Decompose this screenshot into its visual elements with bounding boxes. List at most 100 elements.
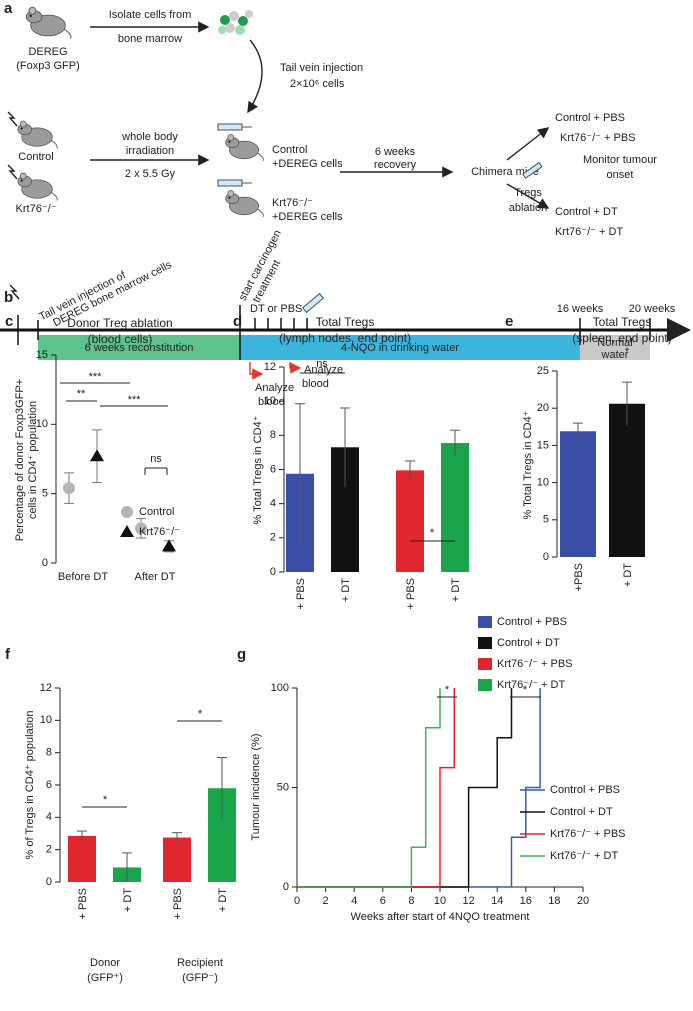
y-tick-label: 12 bbox=[264, 361, 276, 373]
x-tick-label: 8 bbox=[408, 895, 414, 907]
timeline-ticks bbox=[17, 305, 651, 360]
label: 20 weeks bbox=[629, 303, 676, 315]
legend-label: Krt76⁻/⁻ + DT bbox=[497, 679, 565, 691]
x-tick-label: Before DT bbox=[58, 571, 108, 583]
label: Control bbox=[18, 151, 53, 163]
chart-subtitle: (blood cells) bbox=[88, 332, 153, 346]
y-axis-label: % of Tregs in CD4⁺ population bbox=[24, 711, 36, 860]
group-label: (GFP⁻) bbox=[182, 972, 218, 984]
y-tick-label: 10 bbox=[40, 714, 52, 726]
y-tick-label: 6 bbox=[46, 779, 52, 791]
label: Control + PBS bbox=[555, 112, 625, 124]
syringe-icon bbox=[217, 179, 252, 187]
x-tick-label: 10 bbox=[434, 895, 446, 907]
y-axis-label: % Total Tregs in CD4⁺ bbox=[252, 415, 264, 524]
mouse-icon bbox=[17, 172, 58, 202]
x-tick-label: + PBS bbox=[405, 578, 417, 610]
line bbox=[297, 688, 441, 888]
y-tick-label: 20 bbox=[537, 402, 549, 414]
legend-label: Krt76⁻/⁻ + PBS bbox=[497, 658, 573, 670]
label: Krt76⁻/⁻ bbox=[16, 203, 57, 215]
y-tick-label: 2 bbox=[270, 532, 276, 544]
legend-label: Krt76⁻/⁻ bbox=[139, 526, 180, 538]
phase-bar bbox=[580, 335, 650, 360]
y-tick-label: 10 bbox=[537, 477, 549, 489]
y-tick-label: 25 bbox=[537, 365, 549, 377]
y-tick-label: 50 bbox=[277, 781, 289, 793]
label: ablation bbox=[509, 202, 548, 214]
legend-label: Control + PBS bbox=[497, 616, 567, 628]
legend-label: Control + DT bbox=[497, 637, 560, 649]
legend-label: Control + PBS bbox=[550, 784, 620, 796]
chart-title: Donor Treg ablation bbox=[67, 316, 172, 330]
y-tick-label: 5 bbox=[543, 514, 549, 526]
label: Monitor tumour bbox=[583, 154, 657, 166]
legend-swatch bbox=[478, 637, 492, 649]
bar bbox=[163, 837, 191, 882]
label: 6 weeks reconstitution bbox=[85, 342, 194, 354]
y-tick-label: 0 bbox=[543, 551, 549, 563]
legend-swatch bbox=[478, 658, 492, 670]
y-tick-label: 6 bbox=[270, 463, 276, 475]
label: Control + DT bbox=[555, 206, 618, 218]
arrow bbox=[247, 39, 263, 114]
label: 2×10⁶ cells bbox=[290, 78, 345, 90]
y-axis-label: Tumour incidence (%) bbox=[250, 733, 262, 840]
label: recovery bbox=[374, 159, 417, 171]
bar bbox=[441, 443, 469, 572]
radiation-icon bbox=[7, 111, 18, 127]
legend-label: Krt76⁻/⁻ + PBS bbox=[550, 828, 626, 840]
syringe-icon bbox=[217, 123, 252, 131]
y-tick-label: 10 bbox=[264, 395, 276, 407]
chart-title: Total Tregs bbox=[593, 315, 652, 329]
label: DT or PBS bbox=[250, 303, 302, 315]
line bbox=[297, 688, 513, 888]
mouse-icon bbox=[225, 133, 264, 162]
label: bone marrow bbox=[118, 33, 182, 45]
x-tick-label: After DT bbox=[135, 571, 176, 583]
line bbox=[297, 688, 456, 888]
chart-subtitle: (lymph nodes, end point) bbox=[279, 331, 411, 345]
y-tick-label: 0 bbox=[270, 566, 276, 578]
label: (Foxp3 GFP) bbox=[16, 60, 80, 72]
x-tick-label: 2 bbox=[323, 895, 329, 907]
significance-label: * bbox=[445, 684, 450, 696]
label: Chimera mice bbox=[471, 166, 539, 178]
label: Normal bbox=[597, 337, 632, 349]
significance-label: ** bbox=[77, 388, 86, 400]
arrow bbox=[249, 362, 264, 380]
y-tick-label: 8 bbox=[270, 429, 276, 441]
x-tick-label: 14 bbox=[491, 895, 503, 907]
panel-label: c bbox=[5, 313, 13, 330]
significance-label: * bbox=[198, 708, 203, 720]
label: Isolate cells from bbox=[109, 9, 192, 21]
radiation-icon bbox=[7, 164, 18, 180]
x-tick-label: +PBS bbox=[573, 563, 585, 591]
radiation-icon bbox=[9, 284, 20, 300]
label: irradiation bbox=[126, 145, 174, 157]
x-tick-label: + DT bbox=[122, 888, 134, 912]
label: Analyze bbox=[255, 382, 294, 394]
significance-label: *** bbox=[89, 371, 103, 383]
y-tick-label: 4 bbox=[270, 498, 276, 510]
chart-title: Total Tregs bbox=[316, 315, 375, 329]
point bbox=[135, 522, 147, 535]
panel-label: d bbox=[233, 313, 242, 330]
phase-bar bbox=[38, 335, 240, 360]
mouse-icon bbox=[225, 189, 264, 218]
panel-label: f bbox=[5, 646, 11, 663]
significance-label: * bbox=[523, 684, 528, 696]
bar bbox=[609, 403, 645, 557]
label: Tail vein injection bbox=[280, 62, 363, 74]
group-label: (GFP⁺) bbox=[87, 972, 123, 984]
label: Krt76⁻/⁻ bbox=[272, 197, 313, 209]
label: 4-NQO in drinking water bbox=[341, 342, 459, 354]
x-tick-label: 18 bbox=[548, 895, 560, 907]
legend-swatch bbox=[478, 679, 492, 691]
y-tick-label: 8 bbox=[46, 747, 52, 759]
x-tick-label: 4 bbox=[351, 895, 357, 907]
panel-label: g bbox=[237, 646, 246, 663]
label: 6 weeks bbox=[375, 146, 416, 158]
syringe-icon bbox=[301, 292, 325, 314]
arrow bbox=[506, 127, 550, 161]
